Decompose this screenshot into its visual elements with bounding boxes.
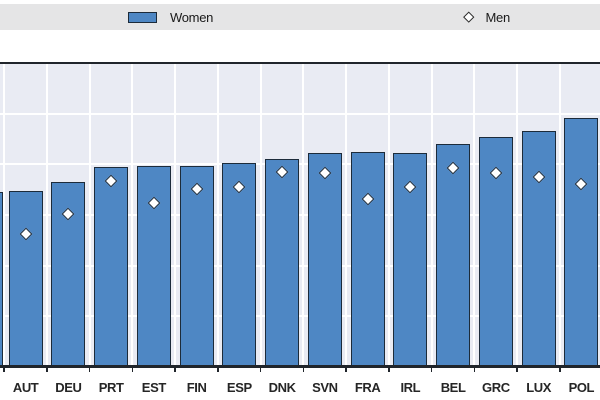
vertical-gridline — [45, 63, 48, 367]
plot-area — [0, 63, 600, 367]
vertical-gridline — [174, 63, 177, 367]
x-label-POL: POL — [568, 380, 595, 395]
x-axis-tick — [88, 367, 91, 372]
x-axis-tick — [473, 367, 476, 372]
x-axis-tick — [559, 367, 561, 372]
horizontal-gridline — [0, 163, 600, 166]
vertical-gridline — [430, 63, 433, 367]
vertical-gridline — [516, 63, 519, 367]
vertical-gridline — [302, 63, 305, 367]
x-axis-tick — [174, 367, 176, 372]
x-axis-tick — [3, 367, 5, 372]
x-axis-tick — [302, 367, 305, 372]
horizontal-gridline — [0, 112, 600, 115]
x-axis-tick — [46, 367, 48, 372]
x-axis-tick — [259, 367, 262, 372]
x-axis-tick — [430, 367, 433, 372]
x-label-FRA: FRA — [354, 380, 381, 395]
bar-PRT — [94, 167, 129, 367]
women-bar-swatch-icon — [128, 11, 157, 23]
bar-SVN — [307, 152, 342, 367]
x-label-EST: EST — [141, 380, 166, 395]
bar-DNK — [265, 159, 300, 367]
bar-FRA — [350, 151, 385, 367]
vertical-gridline — [387, 63, 390, 367]
plot-top-border — [0, 62, 600, 64]
legend-item-men: Men — [461, 4, 510, 30]
bar-ESP — [222, 163, 257, 367]
bar-DEU — [51, 181, 86, 367]
bar-cropped-left — [0, 192, 3, 367]
vertical-gridline — [345, 63, 348, 367]
vertical-gridline — [3, 63, 6, 367]
bar-FIN — [179, 165, 214, 367]
bar-POL — [564, 117, 599, 367]
horizontal-gridline — [0, 315, 600, 318]
vertical-gridline — [216, 63, 219, 367]
x-label-DNK: DNK — [268, 380, 296, 395]
x-label-IRL: IRL — [400, 380, 421, 395]
x-label-PRT: PRT — [98, 380, 124, 395]
legend-women-label: Women — [170, 9, 214, 25]
x-label-SVN: SVN — [312, 380, 338, 395]
bar-AUT — [8, 190, 43, 367]
vertical-gridline — [259, 63, 262, 367]
vertical-gridline — [558, 63, 561, 367]
legend-band: Women Men — [0, 4, 600, 30]
horizontal-gridline — [0, 213, 600, 216]
vertical-gridline — [88, 63, 91, 367]
x-axis-tick — [345, 367, 347, 372]
x-axis-tick — [516, 367, 518, 372]
x-label-LUX: LUX — [526, 380, 551, 395]
men-diamond-icon — [463, 11, 475, 23]
x-label-DEU: DEU — [55, 380, 82, 395]
vertical-gridline — [473, 63, 476, 367]
x-axis-tick — [131, 367, 134, 372]
x-label-ESP: ESP — [226, 380, 252, 395]
vertical-gridline — [131, 63, 134, 367]
horizontal-gridline — [0, 264, 600, 267]
x-label-AUT: AUT — [12, 380, 39, 395]
bar-BEL — [436, 144, 471, 367]
x-axis-tick — [388, 367, 390, 372]
x-label-BEL: BEL — [440, 380, 466, 395]
x-label-FIN: FIN — [186, 380, 207, 395]
x-axis-tick — [217, 367, 219, 372]
bar-LUX — [521, 131, 556, 367]
x-axis-line — [0, 365, 600, 368]
legend-men-label: Men — [485, 9, 511, 25]
legend-item-women: Women — [128, 4, 213, 30]
x-label-GRC: GRC — [481, 380, 510, 395]
